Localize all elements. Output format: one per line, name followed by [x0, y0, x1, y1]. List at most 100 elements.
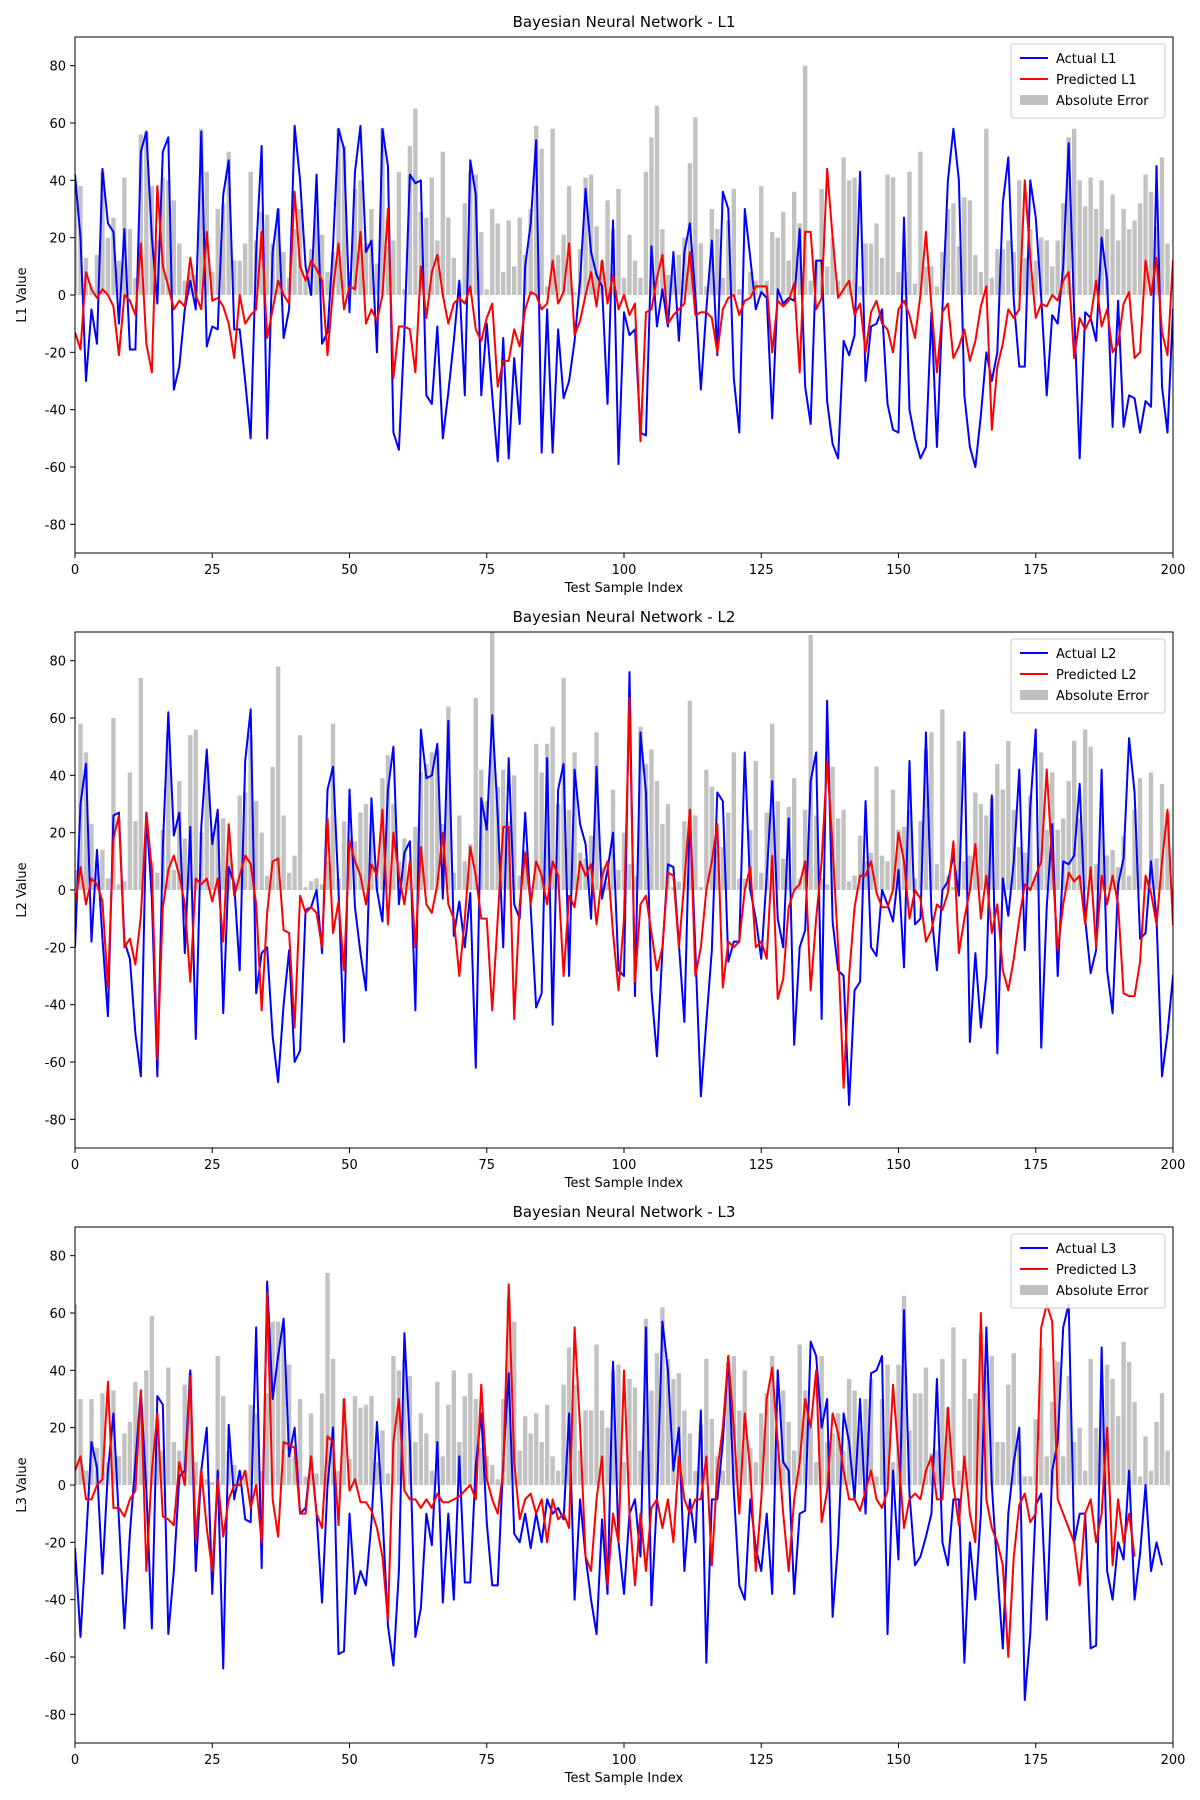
error-bar	[676, 881, 682, 890]
error-bar	[473, 697, 478, 890]
error-bar	[940, 252, 945, 295]
legend-label: Predicted L1	[1056, 73, 1137, 88]
legend-box	[1010, 1233, 1166, 1309]
y-tick-label: 20	[49, 827, 66, 842]
error-bar	[133, 1381, 138, 1485]
y-axis-label: L1 Value	[15, 267, 30, 322]
error-bar	[144, 131, 149, 295]
x-tick-label: 100	[612, 563, 637, 578]
error-bar	[654, 781, 660, 890]
error-bar	[786, 1421, 791, 1485]
error-bar	[330, 1358, 336, 1485]
error-bar	[704, 1358, 709, 1485]
error-bar	[210, 832, 215, 890]
error-bar	[1110, 1378, 1115, 1485]
predicted-series-line	[75, 167, 1173, 443]
error-bar	[929, 266, 934, 295]
error-bar	[715, 229, 720, 295]
error-bar	[116, 884, 122, 890]
error-bar	[385, 755, 391, 890]
error-bar	[242, 792, 248, 890]
error-bar	[852, 1390, 857, 1485]
error-bar	[215, 1356, 220, 1485]
error-bar	[857, 286, 863, 295]
error-bar	[671, 1378, 676, 1485]
error-bar	[182, 838, 187, 890]
error-bar	[314, 878, 319, 890]
error-bar	[1006, 740, 1011, 890]
error-bar	[297, 209, 303, 295]
error-bar	[687, 700, 693, 890]
error-bar	[676, 254, 682, 295]
error-bar	[962, 861, 967, 890]
error-bar	[204, 763, 209, 890]
error-bar	[325, 1272, 330, 1485]
legend-label: Absolute Error	[1056, 94, 1149, 109]
error-bar	[413, 108, 418, 295]
error-bar	[308, 249, 314, 295]
error-bar	[297, 735, 303, 890]
error-bar	[512, 1321, 517, 1485]
error-bar	[879, 1399, 885, 1485]
error-bar	[473, 174, 478, 295]
error-bar	[259, 211, 264, 295]
y-tick-label: 40	[49, 174, 66, 189]
error-bar	[863, 1399, 868, 1485]
error-bar	[363, 243, 369, 295]
legend: Actual L1 Predicted L1 Absolute Error	[1010, 43, 1166, 119]
error-bar	[1110, 849, 1115, 890]
error-bar	[973, 792, 978, 890]
error-bar	[874, 766, 879, 890]
error-bar	[221, 203, 226, 295]
error-bar	[934, 1450, 940, 1485]
error-bar	[781, 858, 786, 890]
error-bar	[462, 861, 467, 890]
error-bar	[896, 1364, 901, 1485]
error-bar	[308, 1413, 314, 1485]
error-bar	[286, 872, 292, 890]
error-bar	[1033, 875, 1038, 890]
error-bar	[1055, 829, 1060, 890]
error-bar	[435, 240, 440, 295]
x-tick-label: 125	[749, 1753, 774, 1768]
error-bar	[490, 632, 495, 890]
error-bar	[166, 732, 171, 890]
error-bar	[1000, 789, 1005, 890]
x-tick-label: 175	[1023, 1753, 1048, 1768]
error-bar	[429, 1470, 435, 1485]
error-bar	[1011, 252, 1016, 295]
x-axis-label: Test Sample Index	[564, 1771, 684, 1786]
error-bar	[649, 749, 654, 890]
error-bar	[330, 252, 336, 295]
legend-error-swatch	[1020, 95, 1048, 105]
x-tick-label: 50	[341, 563, 358, 578]
error-bar	[402, 289, 407, 295]
error-bar	[819, 188, 824, 295]
error-bars	[75, 632, 1170, 890]
error-bar	[973, 254, 978, 295]
error-bar	[632, 875, 638, 890]
error-bar	[248, 171, 253, 295]
error-bar	[923, 1367, 929, 1485]
error-bar	[1115, 867, 1121, 890]
error-bar	[764, 812, 769, 890]
error-bar	[967, 1399, 973, 1485]
error-bar	[1066, 1376, 1071, 1485]
error-bar	[693, 1470, 698, 1485]
error-bar	[720, 1470, 726, 1485]
error-bar	[539, 1442, 544, 1485]
error-bar	[275, 209, 281, 295]
error-bar	[621, 1462, 627, 1485]
error-bar	[484, 801, 489, 890]
error-bar	[1126, 1361, 1132, 1485]
error-bar	[281, 1327, 286, 1485]
error-bar	[1033, 260, 1038, 295]
error-bar	[341, 145, 347, 295]
error-bar	[127, 1421, 133, 1485]
error-bar	[781, 211, 786, 295]
error-bar	[451, 257, 456, 295]
error-bar	[89, 824, 94, 890]
error-bar	[797, 1344, 802, 1485]
error-bar	[555, 1470, 561, 1485]
y-tick-label: 40	[49, 1364, 66, 1379]
